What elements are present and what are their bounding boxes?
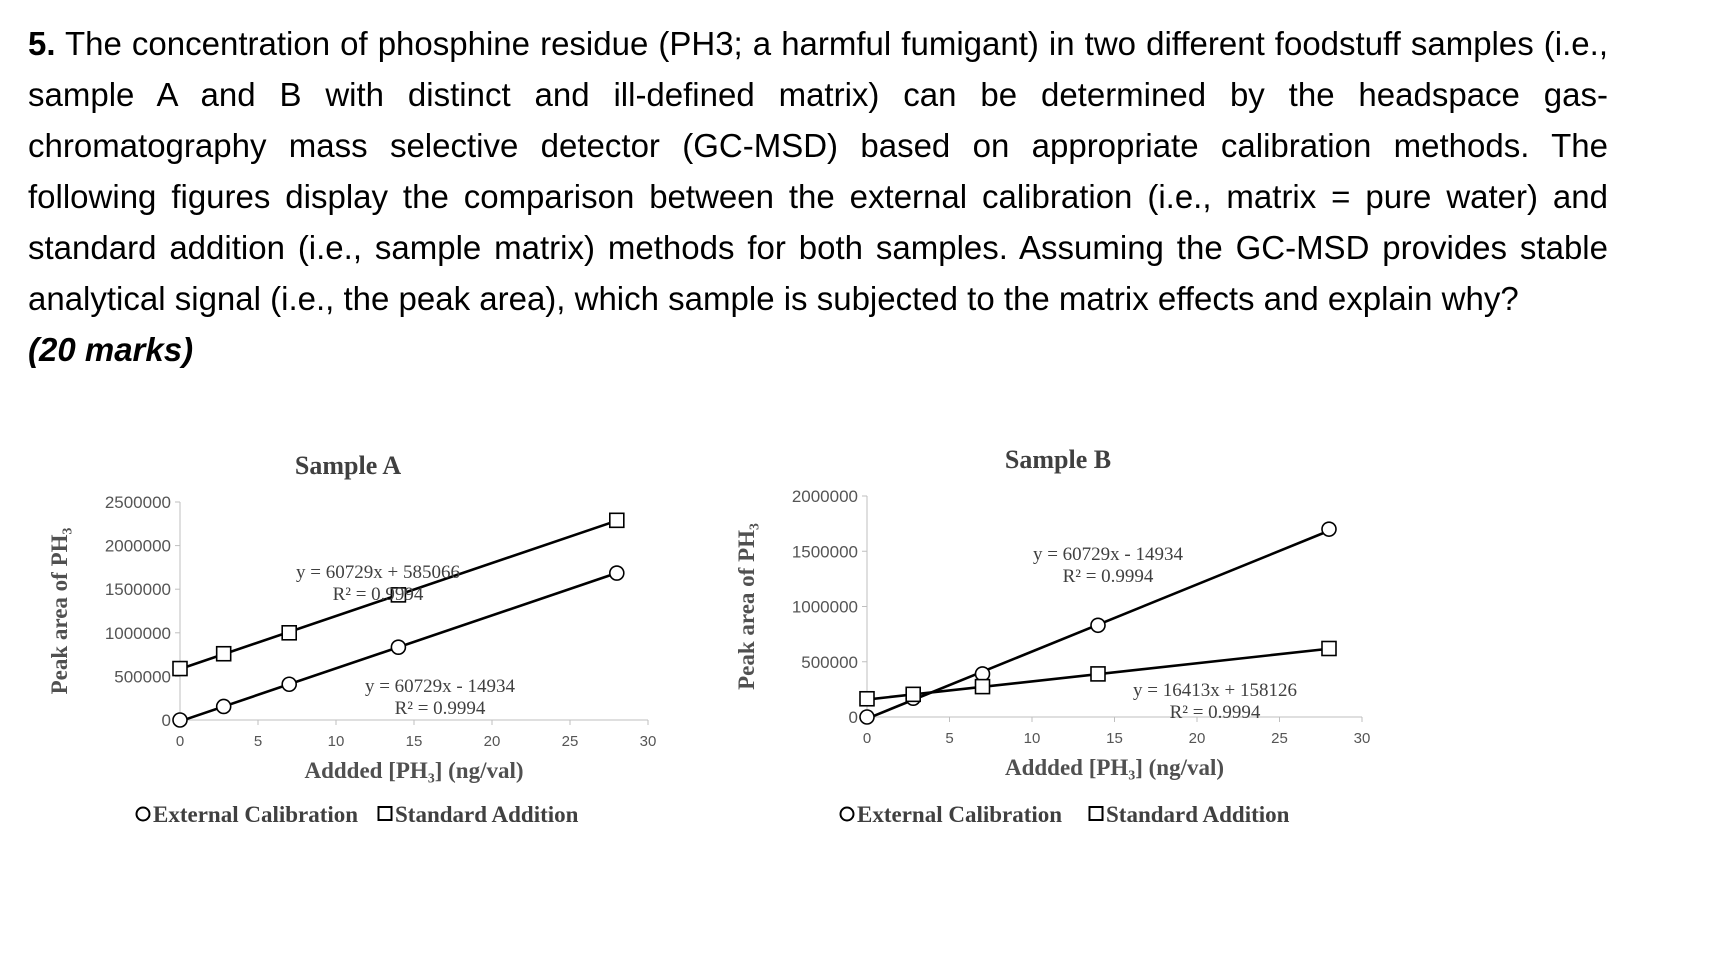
x-tick-label: 10 [328, 733, 345, 750]
legend-square-marker [1088, 806, 1104, 821]
trendline-r-squared: R² = 0.9994 [1063, 566, 1154, 587]
data-point-circle [1321, 521, 1337, 537]
data-point-square [905, 686, 921, 703]
legend: External Calibration Standard Addition [839, 802, 1290, 827]
data-point-square [974, 678, 991, 695]
y-tick-label: 500000 [801, 653, 858, 672]
trendline-r-squared: R² = 0.9994 [1170, 702, 1261, 723]
data-point-circle [281, 676, 297, 693]
legend-label: External Calibration [153, 802, 358, 827]
chart-title: Sample B [1005, 445, 1111, 474]
legend: External Calibration Standard Addition [135, 802, 579, 827]
x-axis-label: Addded [PH₃] (ng/val) [304, 758, 523, 783]
data-point-square [215, 645, 232, 662]
legend-label: Standard Addition [395, 802, 579, 827]
chart-title: Sample A [295, 451, 401, 480]
data-point-circle [859, 709, 875, 725]
x-tick-label: 20 [484, 733, 501, 750]
x-tick-label: 0 [863, 730, 871, 747]
question-body: The concentration of phosphine residue (… [28, 25, 1608, 317]
x-tick-label: 30 [1354, 730, 1371, 747]
legend-circle-marker [839, 806, 855, 822]
x-tick-label: 15 [406, 733, 423, 750]
trendline-equation: y = 16413x + 158126 [1133, 680, 1297, 701]
y-tick-label: 2000000 [105, 537, 171, 556]
trendline-equation: y = 60729x - 14934 [1033, 544, 1184, 565]
y-axis-label: Peak area of PH₃ [47, 527, 72, 694]
data-point-square [281, 625, 297, 641]
data-point-circle [390, 639, 407, 655]
data-point-circle [172, 712, 188, 728]
chart-sample-a: Sample A 0 500000 1000000 1500000 2000000 2500… [47, 451, 656, 827]
data-point-square [608, 512, 625, 529]
y-tick-label: 1000000 [105, 624, 171, 643]
x-tick-label: 0 [176, 733, 184, 750]
data-point-square [1090, 666, 1106, 682]
question-number: 5. [28, 25, 56, 62]
plot-area: Sample A 0 500000 1000000 1500000 2000000 2500… [47, 451, 656, 783]
question-marks: (20 marks) [28, 331, 194, 368]
x-tick-label: 15 [1106, 730, 1123, 747]
x-tick-label: 20 [1189, 730, 1206, 747]
y-tick-label: 2500000 [105, 493, 171, 512]
y-tick-label: 2000000 [792, 487, 858, 506]
x-tick-label: 25 [1271, 730, 1288, 747]
plot-area: Sample B 0 500000 1000000 1500000 2000000 0 5 10… [734, 445, 1370, 780]
y-axis-label: Peak area of PH₃ [734, 523, 759, 690]
x-tick-label: 10 [1024, 730, 1041, 747]
question-text: 5. The concentration of phosphine residu… [28, 18, 1608, 375]
y-tick-label: 1500000 [792, 542, 858, 561]
data-point-circle [608, 565, 625, 581]
y-tick-label: 1000000 [792, 598, 858, 617]
trendline-r-squared: R² = 0.9994 [333, 584, 424, 605]
data-point-circle [974, 666, 991, 682]
legend-circle-marker [135, 806, 151, 822]
x-tick-label: 5 [254, 733, 262, 750]
data-point-square [172, 660, 188, 677]
y-tick-label: 1500000 [105, 580, 171, 599]
data-point-circle [1090, 617, 1106, 634]
x-axis-label: Addded [PH₃] (ng/val) [1005, 755, 1224, 780]
y-tick-label: 0 [849, 708, 858, 727]
legend-label: External Calibration [857, 802, 1062, 827]
trendline-equation: y = 60729x + 585066 [296, 562, 460, 583]
data-point-circle [215, 698, 232, 715]
legend-square-marker [377, 806, 393, 821]
x-tick-label: 25 [562, 733, 579, 750]
trendline-r-squared: R² = 0.9994 [395, 698, 486, 719]
legend-label: Standard Addition [1106, 802, 1290, 827]
trendline-equation: y = 60729x - 14934 [365, 676, 516, 697]
y-tick-label: 500000 [114, 667, 171, 686]
data-point-square [390, 587, 407, 603]
x-tick-label: 5 [945, 730, 953, 747]
data-point-square [1321, 640, 1337, 657]
y-tick-label: 0 [162, 711, 171, 730]
chart-sample-b: Sample B 0 500000 1000000 1500000 2000000 0 5 10… [734, 445, 1370, 827]
data-point-square [859, 690, 875, 707]
x-tick-label: 30 [640, 733, 657, 750]
